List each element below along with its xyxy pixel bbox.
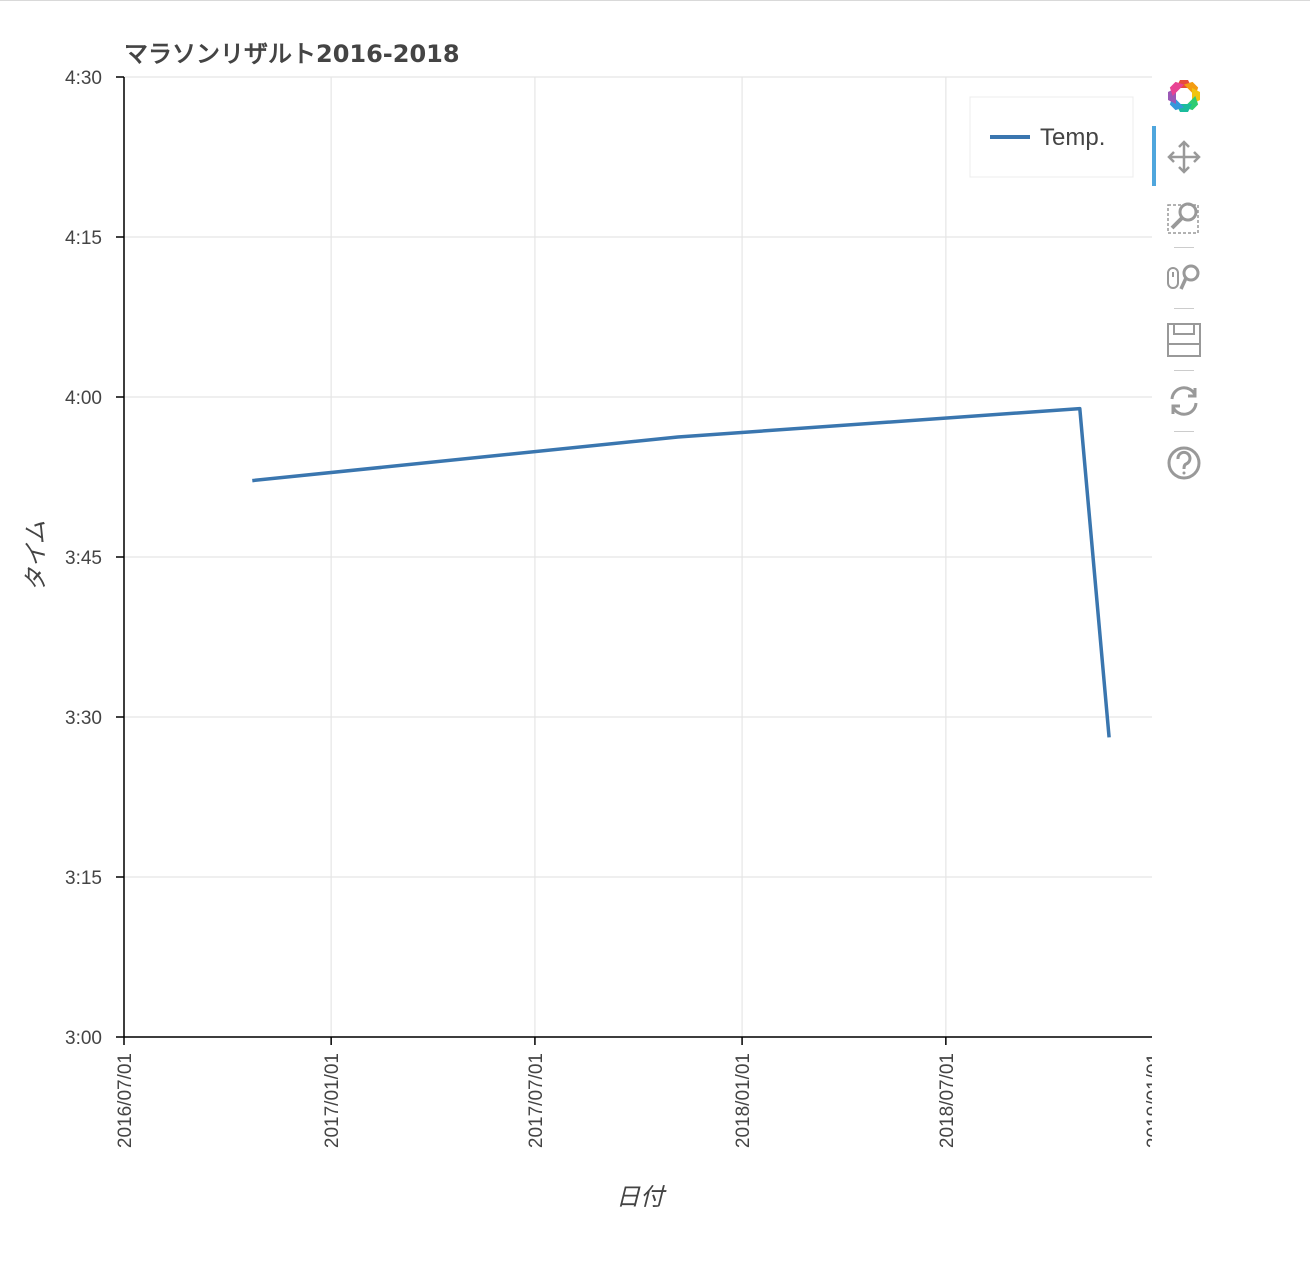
y-tick-label: 4:30: [65, 68, 102, 89]
pan-icon[interactable]: [1164, 137, 1204, 177]
toolbar-separator: [1174, 431, 1194, 432]
y-tick-label: 3:45: [65, 548, 102, 569]
x-tick-label: 2017/01/01: [322, 1053, 343, 1148]
legend: Temp.: [969, 96, 1134, 178]
reset-icon[interactable]: [1164, 381, 1204, 421]
top-border: [0, 0, 1310, 1]
y-tick-label: 3:30: [65, 708, 102, 729]
series-line: [252, 406, 1111, 738]
y-axis-label: タイム: [22, 520, 50, 592]
bokeh-logo-icon[interactable]: [1164, 76, 1204, 116]
y-axis: 3:00 3:15 3:30 3:45 4:00 4:15 4:30: [65, 68, 125, 1049]
help-icon[interactable]: [1164, 443, 1204, 483]
series-group: [252, 406, 1111, 738]
x-axis-label: 日付: [616, 1183, 667, 1211]
line-chart: マラソンリザルト2016-2018 2016/07/01 2017/01/01 20…: [22, 40, 1152, 1211]
x-axis: 2016/07/01 2017/01/01 2017/07/01 2018/01/01…: [115, 1036, 1152, 1148]
toolbar: [1152, 70, 1212, 490]
x-tick-label: 2019/01/01: [1144, 1053, 1152, 1148]
y-tick-label: 4:15: [65, 228, 102, 249]
x-tick-label: 2016/07/01: [115, 1053, 136, 1148]
x-tick-label: 2018/01/01: [733, 1053, 754, 1148]
y-tick-label: 4:00: [65, 388, 102, 409]
x-tick-label: 2017/07/01: [526, 1053, 547, 1148]
save-icon[interactable]: [1164, 320, 1204, 360]
x-tick-label: 2018/07/01: [937, 1053, 958, 1148]
toolbar-separator: [1174, 247, 1194, 248]
active-tool-indicator: [1152, 126, 1156, 186]
y-tick-label: 3:00: [65, 1028, 102, 1049]
toolbar-separator: [1174, 370, 1194, 371]
box-zoom-icon[interactable]: [1164, 197, 1204, 237]
grid: [123, 76, 1152, 1038]
wheel-zoom-icon[interactable]: [1164, 258, 1204, 298]
y-tick-label: 3:15: [65, 868, 102, 889]
legend-label: Temp.: [1040, 124, 1105, 151]
chart-title: マラソンリザルト2016-2018: [124, 40, 460, 68]
toolbar-separator: [1174, 308, 1194, 309]
